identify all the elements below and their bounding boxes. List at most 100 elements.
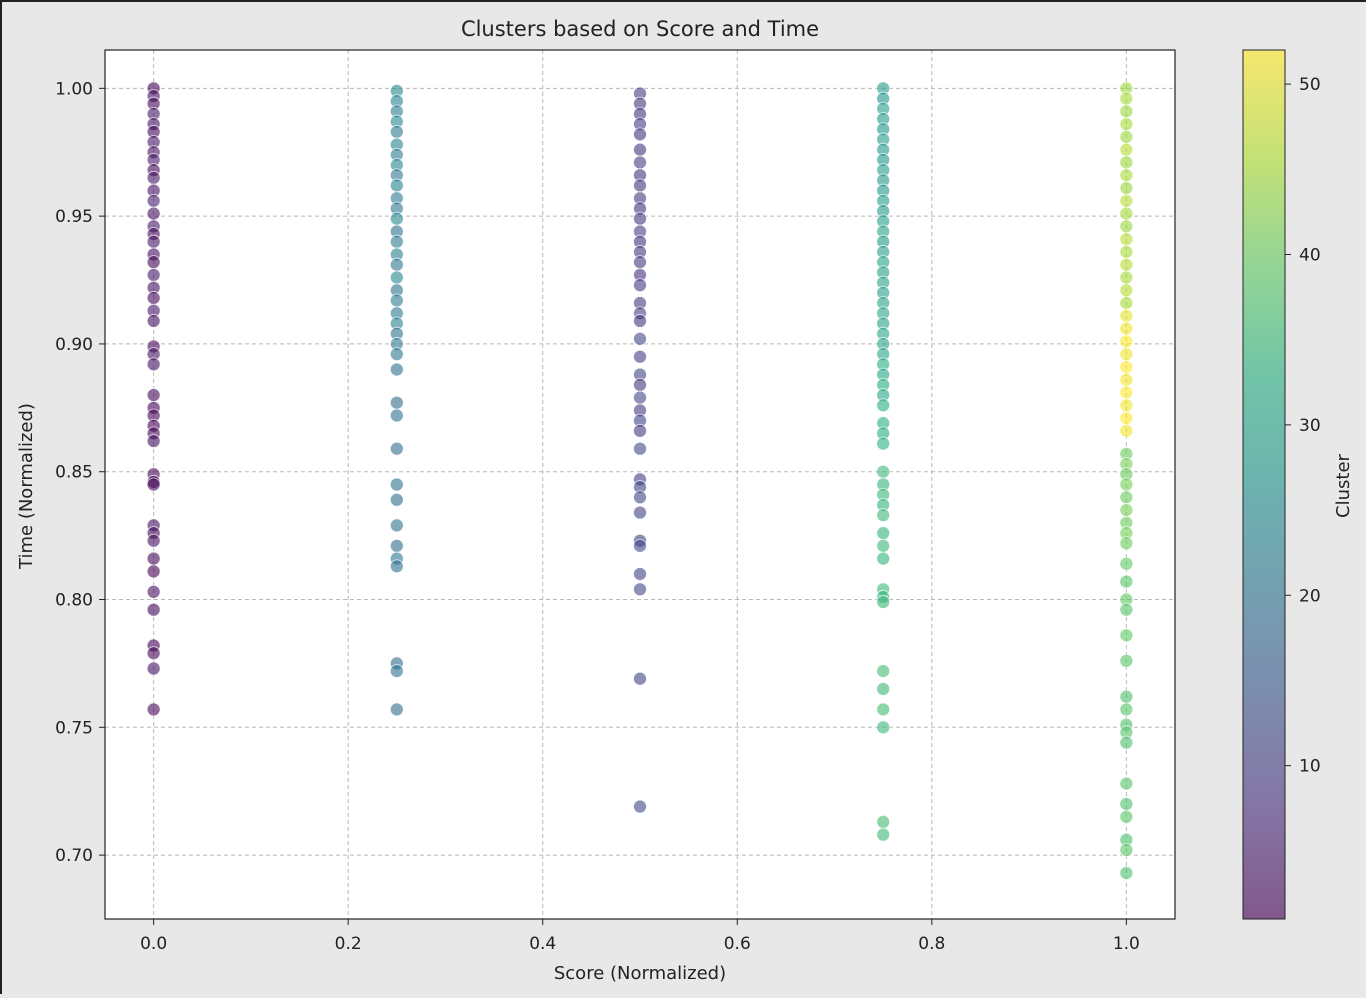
data-point [1119,797,1134,811]
data-point [389,408,404,423]
data-point [146,388,161,402]
data-point [876,538,891,553]
data-point [389,492,404,507]
y-tick-label: 0.80 [55,591,93,611]
data-point [1119,398,1134,413]
data-point [1119,347,1134,362]
data-point [633,505,647,520]
data-point [1119,653,1134,668]
data-point [389,211,404,226]
data-points [146,81,1134,880]
data-point [1119,689,1134,704]
y-tick-label: 0.75 [55,718,93,738]
data-point [389,702,404,717]
data-point [876,508,891,523]
data-point [389,477,404,492]
data-point [1119,735,1134,750]
y-tick-label: 0.90 [55,335,93,355]
colorbar [1242,49,1286,920]
y-tick-label: 0.95 [55,207,93,227]
data-point [633,349,647,364]
data-point [876,664,891,678]
data-point [1119,334,1134,349]
data-point [1119,193,1134,208]
data-point [389,538,404,553]
data-point [876,398,891,413]
data-point [1119,104,1134,119]
data-point [633,423,647,438]
data-point [633,211,647,226]
colorbar-tick-label: 30 [1299,416,1321,436]
data-point [633,377,647,392]
data-point [146,255,161,270]
data-point [876,720,891,735]
data-point [146,314,161,328]
x-tick-label: 0.6 [724,934,751,954]
data-point [1119,776,1134,791]
colorbar-label: Cluster [1333,453,1354,517]
data-point [1119,385,1134,400]
data-point [633,142,647,157]
y-tick-label: 0.70 [55,846,93,866]
data-point [389,664,404,678]
colorbar-tick-label: 50 [1299,75,1321,95]
data-point [146,646,161,661]
data-point [146,434,161,448]
data-point [1119,503,1134,517]
data-point [633,582,647,597]
data-point [633,390,647,405]
data-point [389,178,404,193]
data-point [876,526,891,540]
data-point [1119,411,1134,425]
plot-frame [104,49,1176,920]
data-point [1119,117,1134,132]
x-tick-label: 0.8 [918,934,945,954]
data-point [1119,142,1134,157]
data-point [1119,245,1134,259]
data-point [146,291,161,305]
data-point [1119,91,1134,106]
data-point [1119,477,1134,492]
data-point [1119,490,1134,505]
data-point [633,155,647,170]
data-point [633,331,647,346]
data-point [633,255,647,270]
y-tick-label: 1.00 [55,79,93,99]
data-point [389,124,404,139]
data-point [389,518,404,533]
data-point [1119,628,1134,643]
data-point [876,827,891,842]
data-point [633,799,647,814]
data-point [1119,219,1134,234]
data-point [1119,536,1134,551]
data-point [876,702,891,717]
data-point [146,234,161,249]
data-point [1119,257,1134,272]
data-point [1119,360,1134,374]
colorbar-tick-label: 10 [1299,757,1321,777]
x-axis-ticks: 0.0 0.2 0.4 0.6 0.8 1.0 [140,919,1140,954]
data-point [1119,866,1134,880]
data-point [1119,206,1134,221]
data-point [1119,702,1134,717]
data-point [1119,232,1134,247]
data-point [633,178,647,193]
data-point [1119,270,1134,285]
data-point [146,564,161,579]
x-axis-label: Score (Normalized) [554,963,726,984]
data-point [1119,602,1134,617]
data-point [146,268,161,282]
data-point [1119,308,1134,323]
data-point [1119,574,1134,589]
data-point [146,170,161,185]
data-point [146,193,161,208]
data-point [633,278,647,293]
data-point [389,257,404,272]
colorbar-tick-label: 40 [1299,245,1321,265]
data-point [389,270,404,285]
y-tick-label: 0.85 [55,463,93,483]
data-point [876,436,891,451]
data-point [146,551,161,566]
colorbar-ticks: 10 20 30 40 50 [1285,75,1321,777]
